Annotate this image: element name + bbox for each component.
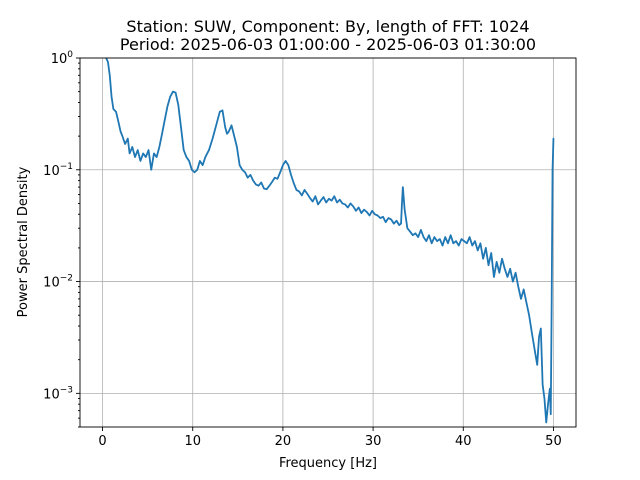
y-tick-label: 10−1 — [43, 162, 73, 179]
x-tick-label: 40 — [455, 434, 472, 449]
x-tick-label: 30 — [365, 434, 382, 449]
y-axis-label: Power Spectral Density — [16, 166, 31, 317]
grid-lines — [80, 57, 576, 427]
y-tick-label: 10−3 — [43, 385, 73, 402]
x-tick-label: 10 — [184, 434, 201, 449]
x-tick-label: 20 — [275, 434, 292, 449]
y-tick-label: 100 — [51, 50, 74, 67]
chart-subtitle: Period: 2025-06-03 01:00:00 - 2025-06-03… — [120, 35, 536, 54]
axes-layer — [79, 57, 577, 428]
y-ticks: 10−3 10−2 10−1 100 — [43, 50, 80, 428]
chart-title: Station: SUW, Component: By, length of F… — [126, 17, 529, 36]
x-axis-label: Frequency [Hz] — [279, 456, 377, 471]
x-ticks: 0 10 20 30 40 50 — [98, 427, 562, 449]
psd-series-line — [105, 58, 555, 424]
plot-frame — [79, 57, 577, 428]
x-tick-label: 0 — [98, 434, 106, 449]
x-tick-label: 50 — [545, 434, 562, 449]
series-layer — [105, 58, 555, 424]
y-tick-label: 10−2 — [43, 274, 73, 291]
